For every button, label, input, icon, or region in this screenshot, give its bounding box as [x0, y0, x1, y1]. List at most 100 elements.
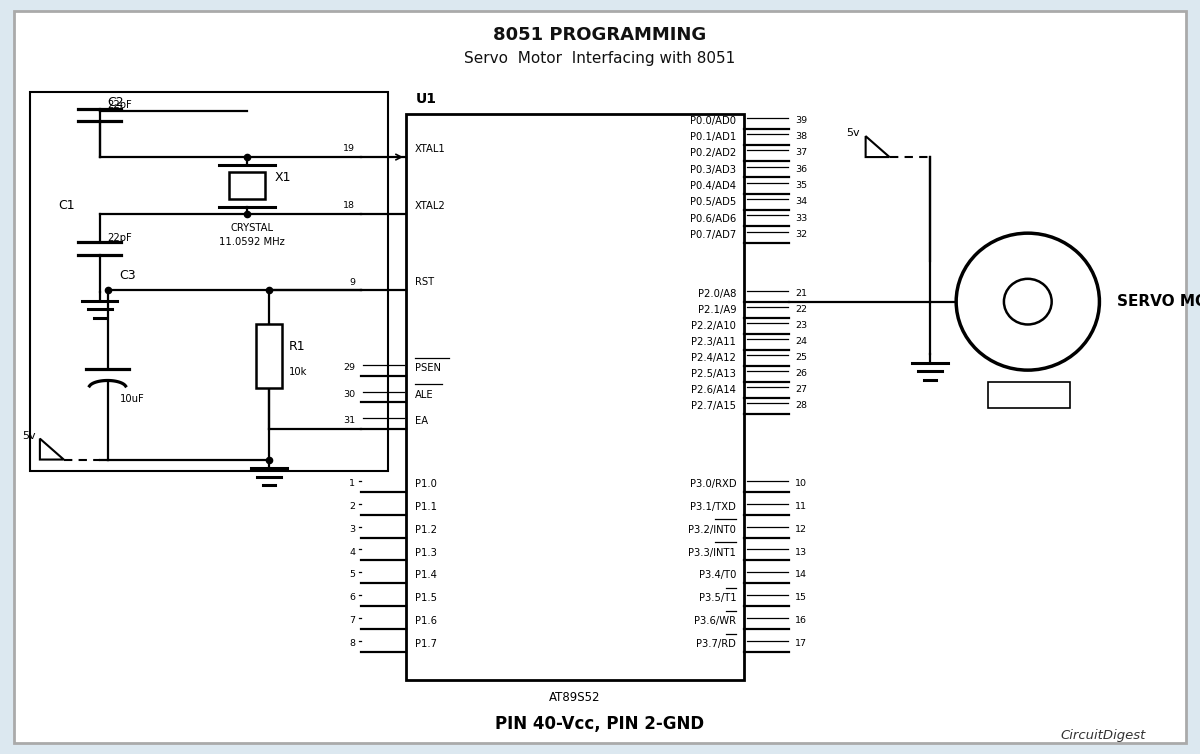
- Text: 33: 33: [794, 213, 808, 222]
- Text: 22pF: 22pF: [108, 100, 132, 109]
- Text: P3.7/RD: P3.7/RD: [696, 639, 737, 649]
- Text: 6: 6: [349, 593, 355, 602]
- Text: P1.5: P1.5: [415, 593, 437, 603]
- Text: 26: 26: [794, 369, 806, 378]
- Text: AT89S52: AT89S52: [550, 691, 601, 704]
- Text: EA: EA: [415, 416, 428, 426]
- Text: 16: 16: [794, 616, 806, 625]
- Bar: [988, 382, 1069, 408]
- Text: P0.1/AD1: P0.1/AD1: [690, 132, 737, 142]
- Text: 34: 34: [794, 198, 808, 207]
- Text: 2: 2: [349, 502, 355, 511]
- Text: P0.6/AD6: P0.6/AD6: [690, 213, 737, 224]
- Text: C2: C2: [108, 96, 124, 109]
- Text: SERVO MOTOR: SERVO MOTOR: [1117, 294, 1200, 309]
- Text: P3.2/INT0: P3.2/INT0: [689, 525, 737, 535]
- Text: P1.3: P1.3: [415, 547, 437, 558]
- Text: 35: 35: [794, 181, 808, 190]
- Text: 22pF: 22pF: [108, 233, 132, 243]
- Text: 32: 32: [794, 230, 808, 239]
- Text: 5v: 5v: [846, 128, 859, 138]
- Text: 22: 22: [794, 305, 806, 314]
- Text: P0.4/AD4: P0.4/AD4: [690, 181, 737, 191]
- Text: P2.6/A14: P2.6/A14: [691, 385, 737, 395]
- Text: CRYSTAL
11.0592 MHz: CRYSTAL 11.0592 MHz: [218, 222, 284, 247]
- Bar: [256, 323, 282, 388]
- Text: 27: 27: [794, 385, 806, 394]
- Bar: [406, 115, 744, 680]
- Text: C1: C1: [58, 199, 74, 213]
- Text: 23: 23: [794, 321, 808, 330]
- Text: 10uF: 10uF: [120, 394, 144, 403]
- Text: P0.7/AD7: P0.7/AD7: [690, 230, 737, 240]
- Text: 37: 37: [794, 149, 808, 158]
- Text: PSEN: PSEN: [415, 363, 440, 373]
- Text: 1: 1: [349, 480, 355, 488]
- Text: P3.3/INT1: P3.3/INT1: [689, 547, 737, 558]
- Text: PIN 40-Vcc, PIN 2-GND: PIN 40-Vcc, PIN 2-GND: [496, 715, 704, 733]
- Text: Servo  Motor  Interfacing with 8051: Servo Motor Interfacing with 8051: [464, 51, 736, 66]
- Text: P2.2/A10: P2.2/A10: [691, 321, 737, 331]
- Text: 21: 21: [794, 289, 806, 298]
- Text: 38: 38: [794, 132, 808, 141]
- Text: P2.4/A12: P2.4/A12: [691, 353, 737, 363]
- Text: 3: 3: [349, 525, 355, 534]
- Text: XTAL1: XTAL1: [415, 144, 445, 155]
- Text: ALE: ALE: [415, 390, 433, 400]
- Circle shape: [956, 233, 1099, 370]
- Text: 31: 31: [343, 416, 355, 425]
- Text: 7: 7: [349, 616, 355, 625]
- Text: P3.0/RXD: P3.0/RXD: [690, 479, 737, 489]
- Text: R1: R1: [289, 340, 305, 353]
- Text: P1.1: P1.1: [415, 502, 437, 512]
- Text: P2.1/A9: P2.1/A9: [697, 305, 737, 315]
- Text: C3: C3: [120, 269, 136, 282]
- Text: P0.3/AD3: P0.3/AD3: [690, 164, 737, 175]
- Text: P0.5/AD5: P0.5/AD5: [690, 198, 737, 207]
- Text: 18: 18: [343, 201, 355, 210]
- Bar: [30, 93, 388, 471]
- Bar: [229, 172, 265, 199]
- Text: P2.0/A8: P2.0/A8: [698, 289, 737, 299]
- Text: XTAL2: XTAL2: [415, 201, 445, 211]
- Text: RST: RST: [415, 277, 434, 287]
- Text: X1: X1: [275, 171, 292, 184]
- Text: P0.2/AD2: P0.2/AD2: [690, 149, 737, 158]
- Text: P1.2: P1.2: [415, 525, 437, 535]
- Text: P3.6/WR: P3.6/WR: [695, 616, 737, 626]
- Text: 19: 19: [343, 144, 355, 153]
- Circle shape: [1004, 279, 1051, 324]
- Text: 10: 10: [794, 480, 806, 488]
- Text: CircuitDigest: CircuitDigest: [1061, 728, 1146, 742]
- Text: P0.0/AD0: P0.0/AD0: [690, 116, 737, 126]
- Text: 15: 15: [794, 593, 806, 602]
- Text: 30: 30: [343, 390, 355, 399]
- Text: P3.5/T1: P3.5/T1: [698, 593, 737, 603]
- Text: 5: 5: [349, 571, 355, 580]
- Text: 8: 8: [349, 639, 355, 648]
- Text: 14: 14: [794, 571, 806, 580]
- Text: 11: 11: [794, 502, 806, 511]
- Text: P3.4/T0: P3.4/T0: [698, 571, 737, 581]
- Text: 10k: 10k: [289, 367, 307, 377]
- Text: P1.4: P1.4: [415, 571, 437, 581]
- Text: 9: 9: [349, 277, 355, 287]
- Text: P1.6: P1.6: [415, 616, 437, 626]
- Text: 8051 PROGRAMMING: 8051 PROGRAMMING: [493, 26, 707, 44]
- Text: 12: 12: [794, 525, 806, 534]
- Text: U1: U1: [416, 92, 437, 106]
- Text: 17: 17: [794, 639, 806, 648]
- Text: 4: 4: [349, 547, 355, 556]
- Text: P2.7/A15: P2.7/A15: [691, 401, 737, 411]
- Text: P2.3/A11: P2.3/A11: [691, 337, 737, 347]
- Text: P1.7: P1.7: [415, 639, 437, 649]
- Text: P2.5/A13: P2.5/A13: [691, 369, 737, 379]
- Text: 29: 29: [343, 363, 355, 372]
- Text: 28: 28: [794, 401, 806, 410]
- Text: 24: 24: [794, 337, 806, 346]
- Text: 13: 13: [794, 547, 808, 556]
- Text: 39: 39: [794, 116, 808, 125]
- Text: 25: 25: [794, 353, 806, 362]
- Text: 5v: 5v: [22, 431, 36, 440]
- Text: 36: 36: [794, 164, 808, 173]
